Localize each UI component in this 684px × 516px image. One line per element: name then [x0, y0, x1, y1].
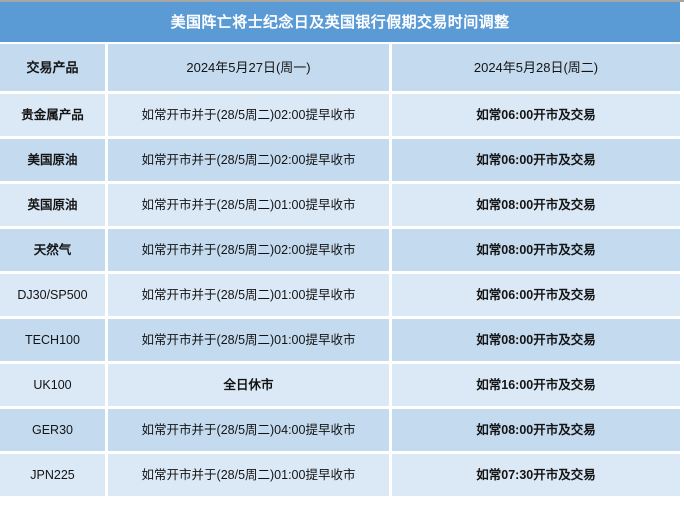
cell-product: UK100	[0, 364, 108, 409]
cell-day2: 如常08:00开市及交易	[392, 184, 680, 229]
column-header-day1: 2024年5月27日(周一)	[108, 44, 392, 94]
cell-day1: 如常开市并于(28/5周二)01:00提早收市	[108, 274, 392, 319]
cell-product: GER30	[0, 409, 108, 454]
cell-day1: 如常开市并于(28/5周二)02:00提早收市	[108, 139, 392, 184]
cell-product: DJ30/SP500	[0, 274, 108, 319]
table-row: JPN225 如常开市并于(28/5周二)01:00提早收市 如常07:30开市…	[0, 454, 680, 499]
schedule-table-container: 交易产品 2024年5月27日(周一) 2024年5月28日(周二) 贵金属产品…	[0, 44, 680, 516]
cell-day2: 如常06:00开市及交易	[392, 94, 680, 139]
cell-day1: 全日休市	[108, 364, 392, 409]
cell-day2: 如常06:00开市及交易	[392, 139, 680, 184]
cell-product: 天然气	[0, 229, 108, 274]
column-header-product: 交易产品	[0, 44, 108, 94]
cell-product: JPN225	[0, 454, 108, 499]
cell-product: 英国原油	[0, 184, 108, 229]
top-divider	[0, 0, 684, 2]
trading-schedule-table: 交易产品 2024年5月27日(周一) 2024年5月28日(周二) 贵金属产品…	[0, 44, 680, 499]
table-row: TECH100 如常开市并于(28/5周二)01:00提早收市 如常08:00开…	[0, 319, 680, 364]
table-header-row: 交易产品 2024年5月27日(周一) 2024年5月28日(周二)	[0, 44, 680, 94]
table-row: 贵金属产品 如常开市并于(28/5周二)02:00提早收市 如常06:00开市及…	[0, 94, 680, 139]
cell-day2: 如常08:00开市及交易	[392, 409, 680, 454]
page-title: 美国阵亡将士纪念日及英国银行假期交易时间调整	[170, 13, 510, 31]
table-row: GER30 如常开市并于(28/5周二)04:00提早收市 如常08:00开市及…	[0, 409, 680, 454]
cell-day1: 如常开市并于(28/5周二)01:00提早收市	[108, 319, 392, 364]
cell-day2: 如常07:30开市及交易	[392, 454, 680, 499]
cell-product: TECH100	[0, 319, 108, 364]
cell-day1: 如常开市并于(28/5周二)01:00提早收市	[108, 184, 392, 229]
cell-product: 美国原油	[0, 139, 108, 184]
cell-day2: 如常16:00开市及交易	[392, 364, 680, 409]
table-row: 英国原油 如常开市并于(28/5周二)01:00提早收市 如常08:00开市及交…	[0, 184, 680, 229]
table-row: 美国原油 如常开市并于(28/5周二)02:00提早收市 如常06:00开市及交…	[0, 139, 680, 184]
table-row: 天然气 如常开市并于(28/5周二)02:00提早收市 如常08:00开市及交易	[0, 229, 680, 274]
cell-day1: 如常开市并于(28/5周二)01:00提早收市	[108, 454, 392, 499]
table-row: DJ30/SP500 如常开市并于(28/5周二)01:00提早收市 如常06:…	[0, 274, 680, 319]
cell-day2: 如常08:00开市及交易	[392, 229, 680, 274]
column-header-day2: 2024年5月28日(周二)	[392, 44, 680, 94]
cell-day1: 如常开市并于(28/5周二)04:00提早收市	[108, 409, 392, 454]
cell-day1: 如常开市并于(28/5周二)02:00提早收市	[108, 94, 392, 139]
table-row: UK100 全日休市 如常16:00开市及交易	[0, 364, 680, 409]
cell-day1: 如常开市并于(28/5周二)02:00提早收市	[108, 229, 392, 274]
notice-banner: 美国阵亡将士纪念日及英国银行假期交易时间调整	[0, 2, 680, 42]
cell-day2: 如常08:00开市及交易	[392, 319, 680, 364]
cell-product: 贵金属产品	[0, 94, 108, 139]
cell-day2: 如常06:00开市及交易	[392, 274, 680, 319]
